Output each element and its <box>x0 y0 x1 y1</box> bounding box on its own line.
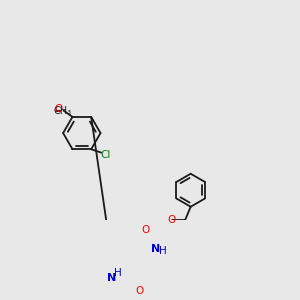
Text: O: O <box>55 104 63 114</box>
Text: O: O <box>135 286 143 296</box>
Text: N: N <box>151 244 160 254</box>
Text: CH₃: CH₃ <box>54 106 72 116</box>
Text: O: O <box>141 225 149 235</box>
Text: H: H <box>159 246 166 256</box>
Text: Cl: Cl <box>100 150 111 160</box>
Text: O: O <box>168 215 176 225</box>
Text: H: H <box>114 268 122 278</box>
Text: N: N <box>107 273 116 283</box>
